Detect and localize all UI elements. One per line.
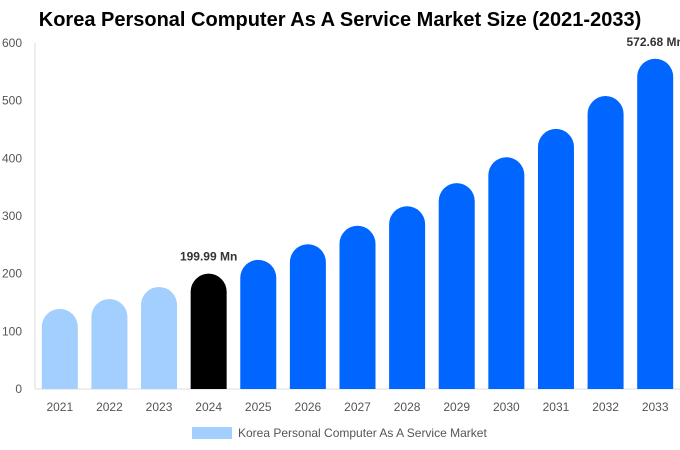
- x-tick-label: 2031: [543, 400, 570, 414]
- legend-swatch: [192, 427, 232, 439]
- y-tick-label: 500: [2, 94, 22, 108]
- data-label: 199.99 Mn: [180, 250, 237, 264]
- bar-2030: [488, 157, 525, 389]
- bar-2023: [141, 286, 178, 389]
- bar-2024: [190, 273, 227, 389]
- legend-label: Korea Personal Computer As A Service Mar…: [238, 426, 487, 440]
- x-tick-label: 2023: [146, 400, 173, 414]
- x-tick-label: 2021: [46, 400, 73, 414]
- x-tick-label: 2026: [295, 400, 322, 414]
- bar-2027: [339, 225, 376, 389]
- x-tick-label: 2028: [394, 400, 421, 414]
- y-tick-label: 0: [15, 382, 22, 396]
- bar-2031: [537, 128, 574, 389]
- y-tick-label: 300: [2, 209, 22, 223]
- bar-2026: [289, 244, 326, 389]
- bar-2021: [41, 308, 78, 389]
- x-tick-label: 2030: [493, 400, 520, 414]
- chart-title: Korea Personal Computer As A Service Mar…: [38, 9, 642, 31]
- bar-2033: [637, 58, 674, 390]
- y-tick-label: 600: [2, 36, 22, 50]
- x-tick-label: 2027: [344, 400, 371, 414]
- data-label: 572.68 Mn: [627, 35, 680, 49]
- bar-2022: [91, 299, 128, 389]
- x-tick-label: 2032: [592, 400, 619, 414]
- bar-2025: [240, 259, 277, 389]
- x-tick-label: 2029: [443, 400, 470, 414]
- bar-2029: [438, 183, 475, 389]
- x-tick-label: 2022: [96, 400, 123, 414]
- bar-2028: [389, 206, 426, 389]
- x-tick-label: 2025: [245, 400, 272, 414]
- legend: Korea Personal Computer As A Service Mar…: [192, 426, 487, 440]
- x-tick-label: 2024: [195, 400, 222, 414]
- y-tick-label: 400: [2, 151, 22, 165]
- y-tick-label: 200: [2, 267, 22, 281]
- bar-2032: [587, 96, 624, 389]
- x-tick-label: 2033: [642, 400, 669, 414]
- y-tick-label: 100: [2, 324, 22, 338]
